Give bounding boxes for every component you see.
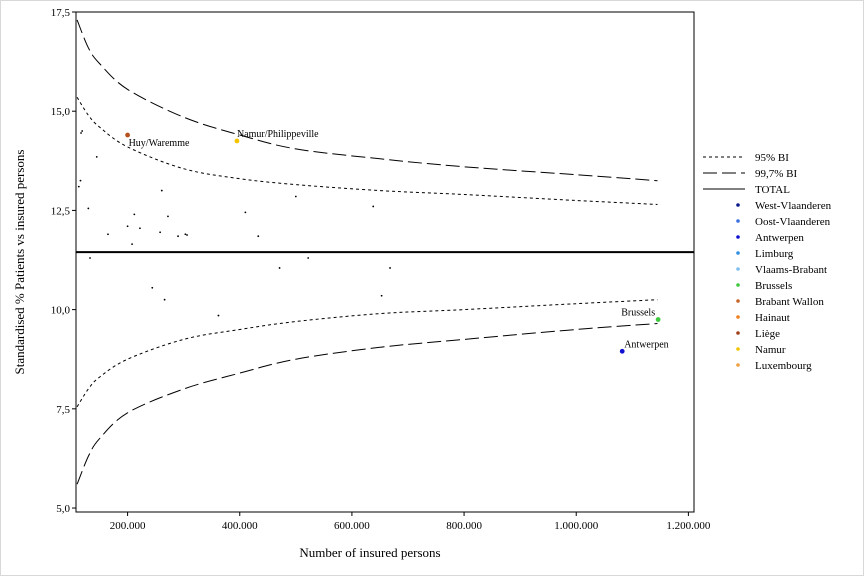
legend-entry-label: Vlaams-Brabant: [755, 264, 827, 276]
data-point: [139, 227, 141, 230]
data-point: [372, 205, 375, 208]
x-tick-label: 400.000: [222, 520, 258, 532]
band-ci95-upper: [76, 97, 658, 205]
legend-entry-label: 95% BI: [755, 152, 789, 164]
highlighted-point: [125, 132, 130, 138]
y-axis-label: Standardised % Patients vs insured perso…: [12, 150, 27, 375]
legend-entry-label: Luxembourg: [755, 360, 812, 372]
legend-entry-label: Brabant Wallon: [755, 296, 824, 308]
legend-marker-swatch: [736, 363, 740, 367]
point-label: Brussels: [621, 308, 655, 319]
highlighted-point: [655, 317, 661, 322]
legend-entry-label: Antwerpen: [755, 232, 804, 244]
data-points: Huy/Waremme Namur/Philippeville Brussels An…: [77, 129, 669, 354]
data-point: [126, 225, 129, 228]
data-point: [177, 235, 179, 238]
data-point: [151, 286, 154, 289]
legend-entry-label: Hainaut: [755, 312, 790, 324]
legend-entry-label: TOTAL: [755, 184, 790, 196]
highlighted-point: [619, 348, 625, 354]
data-point: [160, 189, 163, 192]
data-point: [167, 215, 169, 218]
y-tick-label: 5,0: [56, 503, 70, 515]
y-tick-label: 7,5: [56, 404, 70, 416]
legend-entry-label: 99,7% BI: [755, 168, 798, 180]
y-tick-label: 12,5: [51, 205, 71, 217]
confidence-bands: [76, 19, 658, 485]
legend-entry-label: Limburg: [755, 248, 794, 260]
data-point: [186, 234, 188, 236]
x-tick-label: 200.000: [110, 520, 146, 532]
data-point: [133, 213, 136, 216]
data-point: [80, 132, 82, 134]
legend-marker-swatch: [736, 299, 740, 303]
x-tick-label: 1.000.000: [554, 520, 599, 532]
y-axis: 5,0 7,5 10,0 12,5 15,0 17,5: [51, 7, 76, 515]
legend-marker-swatch: [736, 331, 740, 335]
data-point: [81, 130, 84, 132]
legend-entry-label: Oost-Vlaanderen: [755, 216, 831, 228]
legend: 95% BI 99,7% BI TOTAL West-Vlaanderen Oost-V…: [703, 152, 832, 372]
data-point: [87, 207, 90, 210]
band-ci95-lower: [76, 299, 658, 408]
legend-entry-label: West-Vlaanderen: [755, 200, 832, 212]
legend-marker-swatch: [736, 267, 740, 271]
point-label: Antwerpen: [624, 339, 668, 350]
data-point: [380, 294, 383, 297]
data-point: [184, 233, 187, 236]
legend-entry-label: Brussels: [755, 280, 792, 292]
data-point: [89, 257, 91, 259]
legend-marker-swatch: [736, 315, 740, 319]
y-tick-label: 10,0: [51, 305, 71, 317]
data-point: [257, 235, 260, 238]
x-tick-label: 1.200.000: [666, 520, 711, 532]
legend-marker-swatch: [736, 347, 740, 351]
data-point: [217, 314, 220, 317]
data-point: [294, 195, 297, 198]
legend-marker-swatch: [736, 251, 740, 255]
band-ci997-lower: [76, 323, 658, 485]
data-point: [95, 155, 98, 158]
x-tick-label: 600.000: [334, 520, 370, 532]
data-point: [77, 185, 80, 188]
y-tick-label: 17,5: [51, 7, 71, 19]
data-point: [131, 243, 133, 246]
legend-marker-swatch: [736, 283, 740, 287]
data-point: [163, 298, 166, 301]
data-point: [79, 179, 82, 182]
y-tick-label: 15,0: [51, 106, 71, 118]
point-label: Namur/Philippeville: [237, 129, 319, 140]
data-point: [159, 231, 162, 234]
band-ci997-upper: [76, 19, 658, 182]
plot-area: [75, 11, 695, 513]
point-label: Huy/Waremme: [129, 138, 190, 149]
x-tick-label: 800.000: [446, 520, 482, 532]
data-point: [389, 267, 391, 269]
legend-marker-swatch: [736, 235, 740, 239]
legend-entry-label: Namur: [755, 344, 786, 356]
data-point: [307, 257, 310, 259]
x-axis-label: Number of insured persons: [299, 545, 440, 560]
legend-marker-swatch: [736, 219, 740, 223]
legend-entry-label: Liège: [755, 328, 780, 340]
data-point: [278, 267, 281, 269]
highlighted-point: [234, 138, 240, 144]
legend-marker-swatch: [736, 203, 740, 207]
data-point: [244, 211, 247, 214]
data-point: [107, 233, 109, 236]
x-axis: 200.000 400.000 600.000 800.000 1.000.000 1.2…: [110, 512, 711, 532]
